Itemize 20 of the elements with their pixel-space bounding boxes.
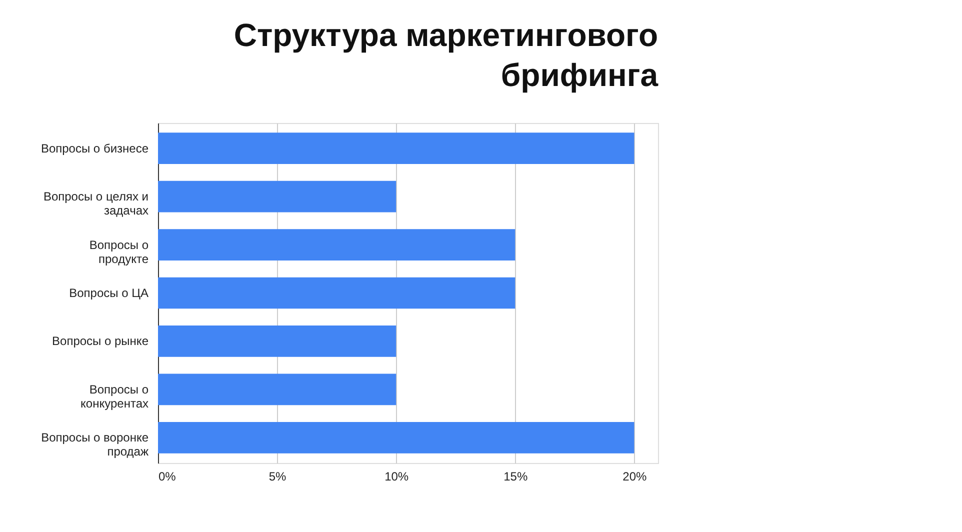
y-tick-label: Вопросы о рынке [52,334,149,348]
chart-title: Структура маркетингового брифинга [234,17,658,93]
bar [158,326,396,357]
y-tick-label: Вопросы о воронке продаж [41,430,149,459]
x-tick-label: 10% [384,470,409,484]
bar [158,180,396,212]
y-tick-label: Вопросы о бизнесе [40,141,149,156]
bar [158,374,396,406]
x-tick-label: 20% [622,470,648,484]
bar [158,277,516,309]
y-tick-label: Вопросы о продукте [89,238,149,266]
x-tick-label: 5% [268,470,287,484]
x-tick-label: 15% [504,470,528,484]
y-tick-label: Вопросы о ЦА [69,286,148,300]
bar [158,229,516,260]
y-tick-label: Вопросы о конкурентах [80,382,149,410]
bar [158,422,634,454]
x-tick-label: 0% [158,470,176,484]
bar [158,132,634,164]
y-tick-label: Вопросы о целях и задачах [43,190,148,218]
